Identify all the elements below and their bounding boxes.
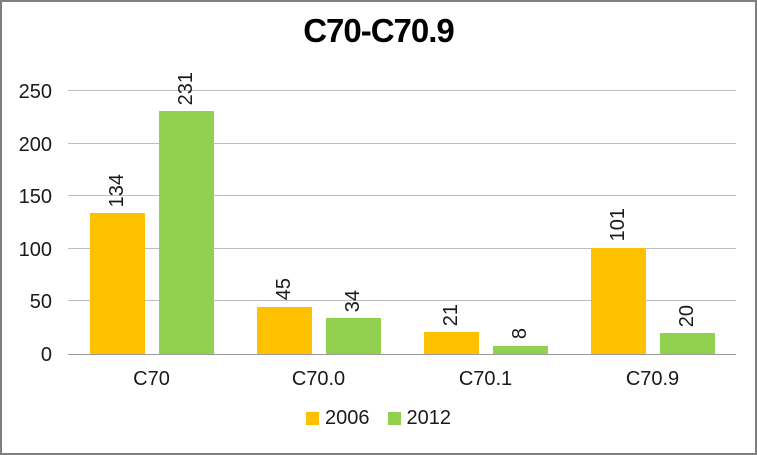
legend-swatch-2012 — [387, 412, 401, 425]
data-label-2006-C70.0: 45 — [273, 278, 295, 301]
gridline-200 — [68, 142, 736, 144]
y-tick-label-100: 100 — [18, 238, 52, 261]
legend-label-2012: 2012 — [406, 407, 452, 429]
data-label-2006-C70.1: 21 — [440, 303, 462, 326]
bar-2006-C70.0 — [256, 306, 312, 354]
bar-2012-C70 — [158, 111, 214, 354]
bar-2006-C70 — [89, 213, 145, 354]
legend-item-2012: 2012 — [387, 407, 452, 430]
x-tick-label-C70: C70 — [133, 368, 170, 390]
y-tick-label-150: 150 — [18, 186, 52, 209]
x-tick-label-C70.9: C70.9 — [625, 368, 680, 390]
x-tick-label-C70.0: C70.0 — [291, 368, 346, 390]
data-label-2006-C70.9: 101 — [607, 208, 629, 242]
y-tick-label-200: 200 — [18, 133, 52, 156]
plot-area: 134 45 21 101 231 34 8 20 — [68, 72, 736, 355]
legend-label-2006: 2006 — [325, 407, 370, 429]
data-label-2012-C70.9: 20 — [676, 304, 698, 327]
bar-2012-C70.0 — [325, 318, 381, 354]
y-tick-label-50: 50 — [29, 291, 52, 314]
gridline-250 — [68, 90, 736, 91]
gridline-150 — [68, 195, 736, 197]
x-tick-label-C70.1: C70.1 — [458, 368, 513, 390]
y-tick-label-250: 250 — [18, 81, 52, 103]
bar-2012-C70.9 — [659, 332, 715, 354]
legend-item-2006: 2006 — [306, 407, 370, 430]
data-label-2006-C70: 134 — [106, 173, 128, 208]
chart-title: C70-C70.9 — [303, 12, 455, 49]
legend-swatch-2006 — [306, 412, 319, 425]
data-label-2012-C70.1: 8 — [509, 328, 531, 340]
legend: 2006 2012 — [2, 407, 755, 430]
bar-2006-C70.1 — [423, 331, 479, 354]
gridline-50 — [68, 300, 736, 302]
bar-2006-C70.9 — [590, 247, 646, 354]
data-label-2012-C70: 231 — [175, 71, 197, 105]
bar-2012-C70.1 — [492, 345, 548, 354]
y-tick-label-0: 0 — [40, 344, 52, 366]
data-label-2012-C70.0: 34 — [342, 289, 364, 313]
gridline-100 — [68, 247, 736, 249]
